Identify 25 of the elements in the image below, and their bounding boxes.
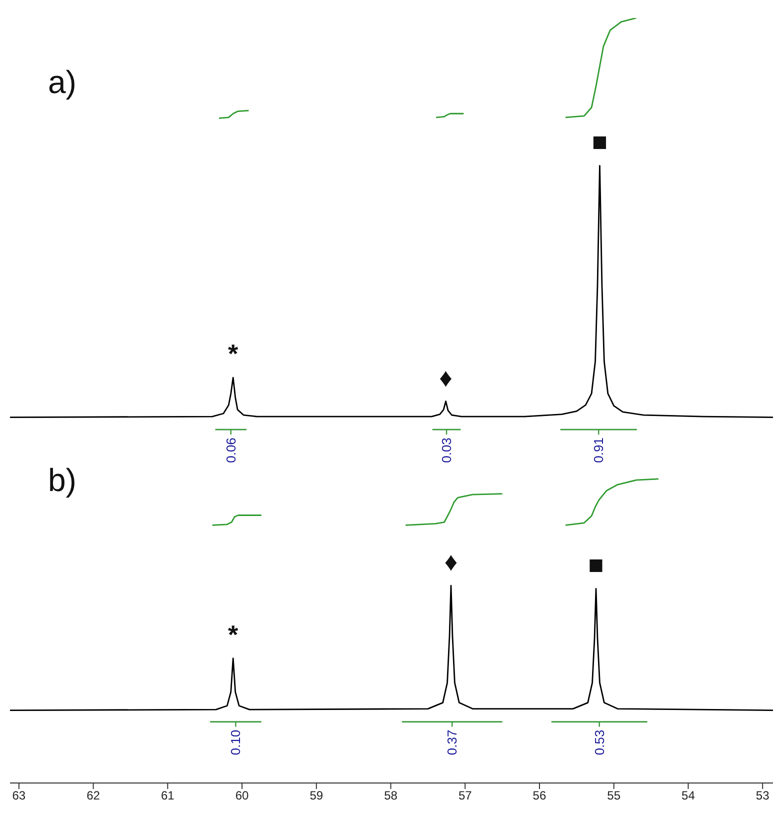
- x-tick-label: 60: [235, 788, 250, 803]
- x-tick-label: 61: [160, 788, 175, 803]
- annotation: ■: [588, 550, 604, 580]
- annotation: 0.53: [592, 730, 607, 756]
- annotation: 0.91: [591, 438, 606, 463]
- x-tick-label: 54: [682, 788, 696, 803]
- annotation: 0.10: [228, 730, 244, 756]
- x-tick-label: 58: [384, 788, 398, 803]
- annotation: ♦: [439, 362, 452, 392]
- x-tick-label: 56: [532, 788, 546, 803]
- annotation: ♦: [444, 546, 458, 577]
- annotation: *: [228, 338, 240, 369]
- annotation: 0.03: [439, 438, 454, 463]
- annotation: 0.37: [444, 730, 460, 756]
- x-tick-label: 53: [756, 788, 770, 803]
- annotation: ■: [592, 126, 608, 157]
- x-tick-label: 63: [12, 788, 26, 803]
- x-tick-label: 55: [607, 788, 621, 803]
- annotation: b): [48, 462, 76, 498]
- x-tick-label: 57: [458, 788, 472, 803]
- x-tick-label: 59: [310, 788, 324, 803]
- annotation: *: [228, 619, 240, 650]
- x-tick-label: 62: [86, 788, 100, 803]
- annotation: 0.06: [223, 438, 238, 463]
- annotation: a): [48, 64, 76, 100]
